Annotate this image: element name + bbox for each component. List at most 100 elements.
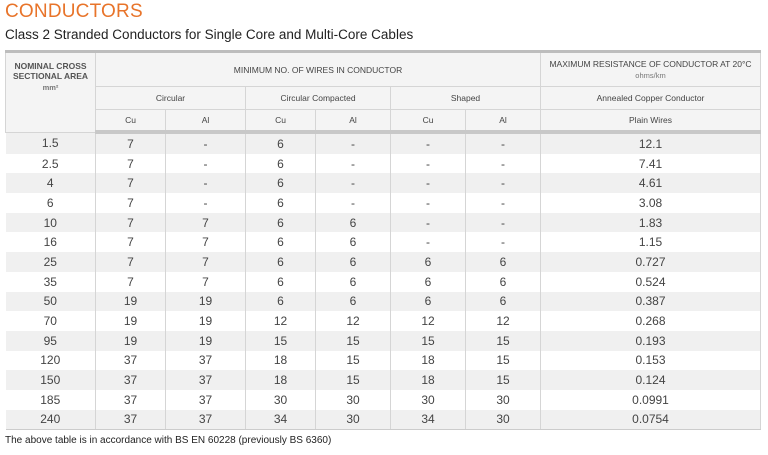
- table-cell: 6: [464, 252, 542, 272]
- table-cell: 7: [165, 252, 246, 272]
- table-cell: 3.08: [540, 193, 762, 213]
- table-cell: 6: [245, 193, 316, 213]
- table-cell: 6: [464, 271, 542, 292]
- table-cell: 0.387: [540, 291, 762, 312]
- table-cell: -: [464, 173, 542, 194]
- header-shaped: Shaped: [389, 86, 542, 110]
- table-cell: 6: [5, 193, 96, 213]
- table-cell: 7: [95, 271, 166, 292]
- table-cell: -: [165, 193, 246, 213]
- table-cell: 37: [95, 389, 166, 410]
- table-cell: 0.268: [540, 311, 762, 331]
- header-cu: Cu: [245, 109, 316, 134]
- table-cell: 7: [95, 232, 166, 253]
- table-cell: 7: [95, 193, 166, 213]
- table-cell: 7: [95, 132, 166, 154]
- table-cell: 95: [5, 330, 96, 351]
- table-cell: 120: [5, 350, 96, 371]
- table-cell: 0.727: [540, 252, 762, 272]
- table-cell: 1.83: [540, 212, 762, 233]
- page-title: CONDUCTORS: [5, 1, 143, 22]
- table-cell: -: [464, 132, 542, 154]
- header-al: Al: [464, 109, 542, 134]
- table-cell: 7: [165, 232, 246, 253]
- table-cell: 70: [5, 311, 96, 331]
- header-annealed: Annealed Copper Conductor: [540, 86, 762, 110]
- table-cell: 185: [5, 389, 96, 410]
- table-row: 1.5 7-6- - -12.1: [5, 132, 762, 154]
- header-circular: Circular: [95, 86, 246, 110]
- table-cell: 150: [5, 370, 96, 390]
- table-row: 4 7-6- - -4.61: [5, 173, 762, 194]
- table-cell: 15: [315, 350, 391, 371]
- table-cell: 6: [245, 252, 316, 272]
- table-cell: -: [165, 153, 246, 174]
- table-cell: -: [315, 132, 391, 154]
- table-cell: 15: [464, 350, 542, 371]
- table-cell: 37: [165, 370, 246, 390]
- table-cell: 0.0991: [540, 389, 762, 410]
- table-cell: 7: [95, 252, 166, 272]
- table-cell: 37: [165, 409, 246, 431]
- table-cell: 4.61: [540, 173, 762, 194]
- table-cell: 7: [165, 271, 246, 292]
- table-row: 10 7 7 6 6- -1.83: [5, 212, 762, 233]
- header-al: Al: [315, 109, 391, 134]
- table-cell: 6: [390, 291, 466, 312]
- table-cell: 240: [5, 409, 96, 431]
- table-cell: 7.41: [540, 153, 762, 174]
- table-cell: -: [390, 153, 466, 174]
- table-cell: 7: [95, 212, 166, 233]
- table-cell: 0.193: [540, 330, 762, 351]
- table-row: 25 7 7 6 6 6 6 0.727: [5, 252, 762, 272]
- table-cell: 37: [95, 350, 166, 371]
- table-cell: 50: [5, 291, 96, 312]
- table-cell: 37: [95, 370, 166, 390]
- table-cell: 30: [390, 389, 466, 410]
- table-cell: 19: [165, 311, 246, 331]
- table-cell: 6: [245, 212, 316, 233]
- table-cell: -: [390, 232, 466, 253]
- table-cell: 30: [315, 409, 391, 431]
- table-cell: -: [315, 193, 391, 213]
- table-cell: 6: [464, 291, 542, 312]
- table-cell: 12: [390, 311, 466, 331]
- table-cell: 37: [165, 389, 246, 410]
- table-cell: 0.524: [540, 271, 762, 292]
- table-cell: -: [390, 212, 466, 233]
- table-cell: 4: [5, 173, 96, 194]
- header-plain-wires: Plain Wires: [540, 109, 762, 134]
- table-cell: 1.15: [540, 232, 762, 253]
- table-cell: 15: [390, 330, 466, 351]
- table-cell: -: [390, 193, 466, 213]
- table-cell: 2.5: [5, 153, 96, 174]
- table-row: 16 7 7 6 6- -1.15: [5, 232, 762, 253]
- header-area: NOMINAL CROSS SECTIONAL AREA mm²: [5, 50, 96, 133]
- table-row: 185 37 37 30 30 30 30 0.0991: [5, 389, 762, 410]
- table-cell: 6: [390, 252, 466, 272]
- table-cell: 30: [464, 409, 542, 431]
- table-cell: -: [390, 132, 466, 154]
- table-cell: 15: [464, 330, 542, 351]
- table-cell: 34: [245, 409, 316, 431]
- table-cell: 19: [95, 330, 166, 351]
- header-al: Al: [165, 109, 246, 134]
- table-cell: 18: [390, 350, 466, 371]
- table-row: 35 7 7 6 6 6 6 0.524: [5, 271, 762, 292]
- table-cell: -: [464, 232, 542, 253]
- table-cell: 18: [390, 370, 466, 390]
- table-cell: 19: [165, 330, 246, 351]
- footnote: The above table is in accordance with BS…: [5, 435, 332, 446]
- table-cell: -: [315, 153, 391, 174]
- table-subtitle: Class 2 Stranded Conductors for Single C…: [5, 27, 414, 42]
- table-cell: 1.5: [5, 132, 96, 154]
- table-cell: 6: [245, 132, 316, 154]
- table-cell: 25: [5, 252, 96, 272]
- table-cell: 30: [315, 389, 391, 410]
- table-cell: 12: [315, 311, 391, 331]
- table-cell: 0.124: [540, 370, 762, 390]
- table-row: 70 19 19 12 12 12 12 0.268: [5, 311, 762, 331]
- table-cell: -: [390, 173, 466, 194]
- table-cell: 15: [315, 330, 391, 351]
- table-cell: 15: [464, 370, 542, 390]
